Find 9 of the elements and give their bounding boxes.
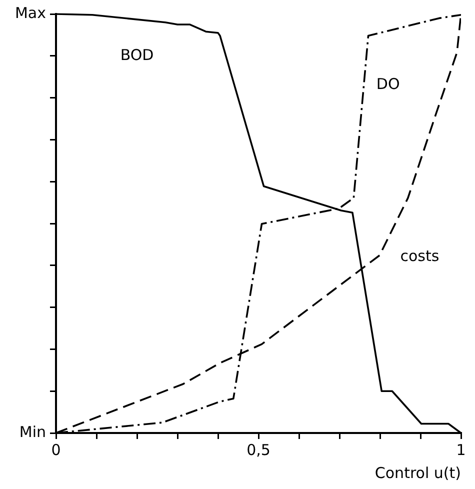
text: Max [14,4,46,22]
x-tick-label: 0 [51,440,61,459]
x-axis-title: Control u(t) [374,464,461,482]
text: Min [19,422,46,441]
x-tick-label: 0,5 [246,440,270,459]
x-tick-label: 1 [456,440,466,459]
series-label: BOD [120,46,154,64]
series-label: DO [376,75,400,94]
series-label: costs [400,246,440,265]
